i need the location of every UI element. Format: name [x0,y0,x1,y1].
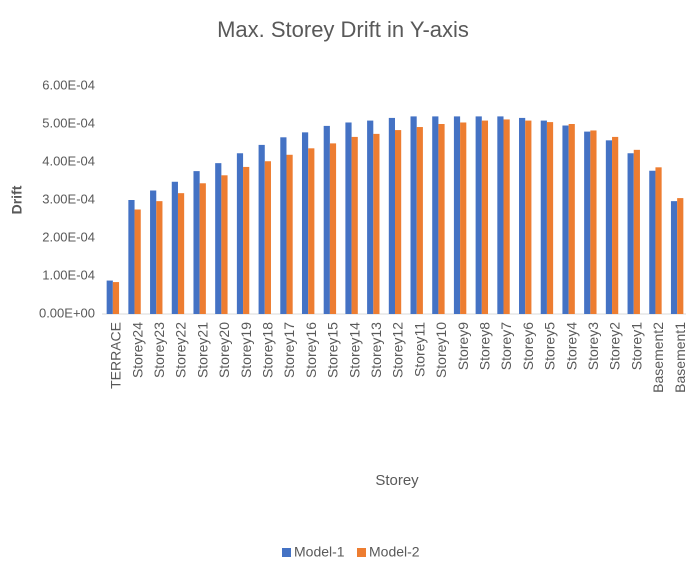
bar [112,282,120,314]
bar [134,209,141,314]
bar [546,122,554,314]
bar [649,170,656,314]
bar [171,181,178,314]
x-tick-label: Storey18 [259,322,275,378]
legend-swatch [357,548,366,557]
bar [525,120,532,314]
x-tick-label: Storey11 [411,322,427,377]
bar [106,280,113,314]
x-tick-label: Storey3 [585,322,601,370]
bar [329,143,337,314]
x-tick-label: Storey15 [325,322,341,378]
x-tick-label: Storey20 [216,322,232,378]
legend-label: Model-1 [294,544,345,560]
x-tick-label: Storey17 [281,322,297,378]
bar [236,153,244,314]
bar [221,175,228,314]
bar [258,144,265,314]
legend-swatch [282,548,291,557]
bar [481,120,489,314]
bar [367,120,374,314]
x-tick-label: Storey9 [455,322,471,370]
y-tick-label: 5.00E-04 [42,115,95,130]
bar [438,124,445,314]
bar [215,163,222,314]
bar [193,171,200,314]
y-tick-label: 1.00E-04 [42,267,95,282]
y-tick-label: 3.00E-04 [42,191,95,206]
x-tick-label: Storey4 [563,322,579,370]
bar [373,133,380,314]
bar [301,132,309,314]
bar [264,161,271,314]
x-tick-label: Storey19 [238,322,254,378]
bar [280,137,287,314]
x-tick-label: Storey16 [303,322,319,378]
bar [670,201,678,314]
bar [475,116,482,315]
x-tick-label: Storey21 [194,322,210,378]
x-tick-label: Storey5 [542,322,558,370]
bar [633,149,640,314]
bar [395,130,402,314]
bar [286,154,293,314]
bar [199,183,206,314]
bar [562,125,569,315]
bar [388,117,395,314]
bar [416,127,423,314]
legend-label: Model-2 [369,544,420,560]
x-tick-label: Storey1 [628,322,644,370]
x-tick-label: Storey13 [368,322,384,378]
y-tick-label: 6.00E-04 [42,77,95,92]
bar [540,120,547,314]
y-axis-label: Drift [9,185,25,214]
x-tick-label: Storey10 [433,322,449,378]
bar [590,130,597,314]
y-tick-label: 0.00E+00 [39,305,95,320]
bar [351,136,358,314]
x-tick-label: Storey8 [477,322,493,370]
x-tick-label: Storey2 [607,322,623,370]
y-tick-label: 4.00E-04 [42,153,95,168]
x-tick-label: Storey12 [390,322,406,378]
x-tick-label: Basement2 [650,322,666,393]
bar [453,116,461,315]
bar [584,131,591,314]
bar [128,200,135,314]
bar [655,167,662,314]
bar [605,140,613,314]
bar [568,124,575,314]
y-tick-label: 2.00E-04 [42,229,95,244]
x-tick-label: Storey14 [346,322,362,378]
bar [612,136,619,314]
bar [177,193,185,314]
x-tick-label: Storey22 [173,322,189,378]
x-tick-label: Storey24 [129,322,145,378]
x-tick-label: Storey7 [498,322,514,370]
bar [243,166,250,314]
bar [308,148,315,314]
bar [460,122,467,314]
bar [156,201,163,314]
x-axis-label: Storey [375,472,419,489]
x-tick-label: TERRACE [108,322,124,389]
bar [432,116,439,315]
bar [410,116,417,315]
chart-title: Max. Storey Drift in Y-axis [217,17,469,42]
x-tick-label: Basement1 [672,322,686,393]
bar [323,125,330,315]
bar [503,119,510,314]
x-tick-label: Storey23 [151,322,167,378]
bar [677,198,684,314]
bar [345,122,352,314]
x-tick-label: Storey6 [520,322,536,370]
bar [627,153,634,314]
bar [497,116,504,315]
bar [519,117,526,314]
bar [150,190,157,314]
